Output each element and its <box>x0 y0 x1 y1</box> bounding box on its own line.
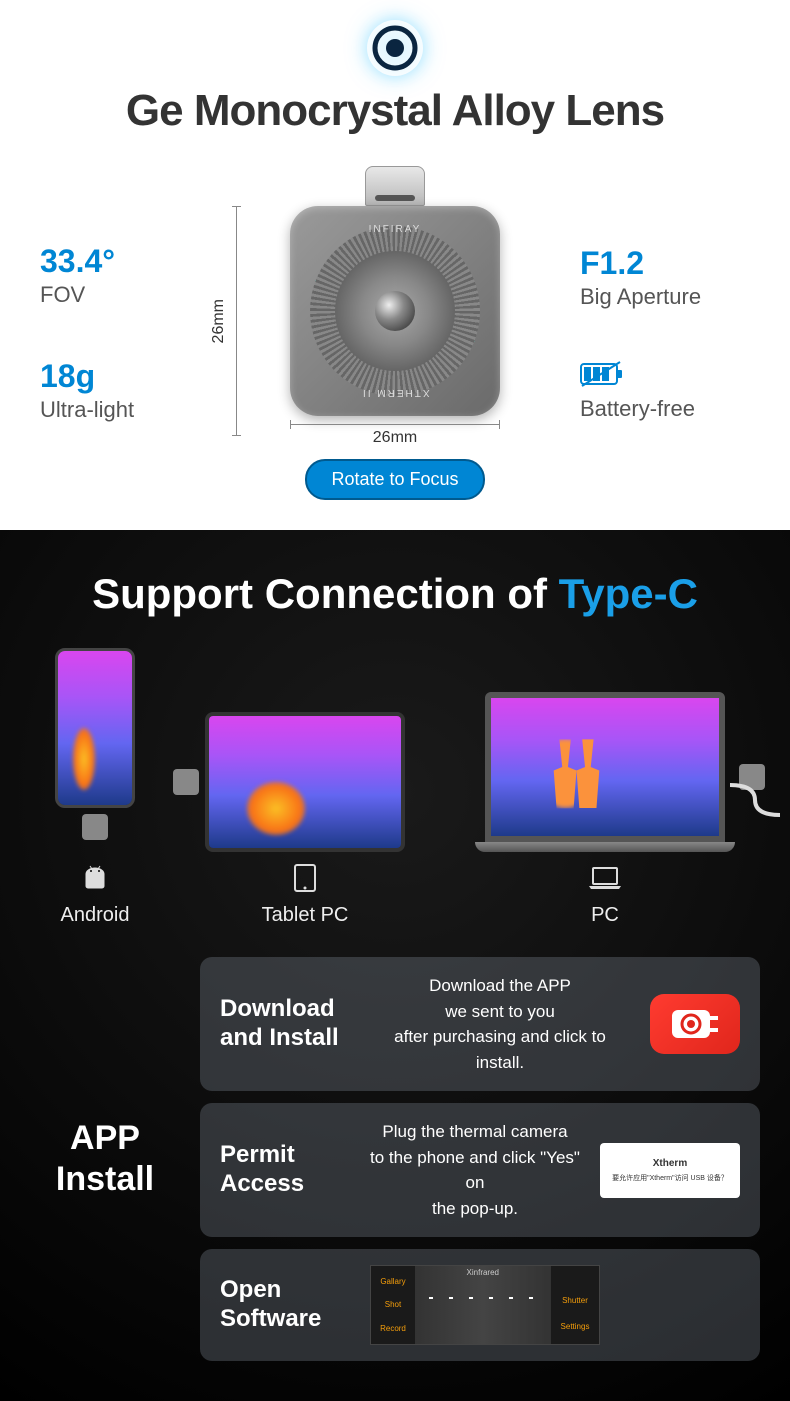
dimension-vertical: 26mm <box>210 206 237 436</box>
sw-label: Shot <box>371 1300 415 1309</box>
device-android: Android <box>55 648 135 927</box>
software-left-col: Gallary Shot Record <box>371 1266 415 1344</box>
device-label-tablet: Tablet PC <box>262 904 349 927</box>
section-title: Ge Monocrystal Alloy Lens <box>40 86 750 136</box>
app-install-section: APP Install Download and Install Downloa… <box>30 957 760 1361</box>
spec-fov-label: FOV <box>40 282 210 308</box>
device-tablet: Tablet PC <box>205 712 405 927</box>
sw-label: Gallary <box>371 1277 415 1286</box>
product-image: 26mm INFIRAY XTHERM II <box>230 166 560 500</box>
step-download: Download and Install Download the APP we… <box>200 957 760 1091</box>
rotate-badge: Rotate to Focus <box>305 459 484 500</box>
device-pc: PC <box>475 692 735 927</box>
specs-row: 33.4° FOV 18g Ultra-light 26mm <box>40 166 750 500</box>
sw-label: Shutter <box>551 1296 599 1305</box>
tablet-mockup <box>205 712 405 852</box>
connection-section: Support Connection of Type-C Android Tab… <box>0 530 790 1401</box>
dim-h-text: 26mm <box>373 429 417 447</box>
brand-bottom: XTHERM II <box>361 387 430 398</box>
title-part-a: Support Connection of <box>92 570 559 617</box>
lens-ring: INFIRAY XTHERM II <box>310 226 480 396</box>
spec-aperture-value: F1.2 <box>580 245 750 282</box>
battery-free-icon <box>580 360 624 388</box>
step-desc: Download the APP we sent to you after pu… <box>370 973 630 1075</box>
laptop-icon <box>589 864 621 892</box>
spec-weight: 18g Ultra-light <box>40 358 210 423</box>
dialog-title: Xtherm <box>653 1158 687 1169</box>
android-icon <box>82 864 108 892</box>
app-install-heading: APP Install <box>30 1118 180 1200</box>
spec-battery-label: Battery-free <box>580 396 750 422</box>
dialog-body: 要允许应用"Xtherm"访问 USB 设备？ <box>612 1173 728 1183</box>
step-desc: Plug the thermal camera to the phone and… <box>370 1119 580 1221</box>
step-title: Permit Access <box>220 1141 350 1199</box>
step-permit: Permit Access Plug the thermal camera to… <box>200 1103 760 1237</box>
step-open: Open Software Gallary Shot Record Xinfra… <box>200 1249 760 1361</box>
software-ui-mockup: Gallary Shot Record Xinfrared Shutter Se… <box>370 1265 600 1345</box>
spec-fov-value: 33.4° <box>40 243 210 280</box>
tablet-icon <box>294 864 316 892</box>
dimension-horizontal: 26mm <box>290 424 500 447</box>
software-brand: Xinfrared <box>467 1268 499 1277</box>
sw-label: Record <box>371 1324 415 1333</box>
eye-icon <box>367 20 423 76</box>
app-icon <box>650 994 740 1054</box>
specs-left: 33.4° FOV 18g Ultra-light <box>40 243 210 423</box>
app-label-a: APP <box>30 1118 180 1159</box>
usb-c-connector <box>365 166 425 206</box>
camera-unit: INFIRAY XTHERM II <box>285 166 505 416</box>
device-label-android: Android <box>61 904 130 927</box>
usb-cable-icon <box>725 780 785 820</box>
spec-weight-label: Ultra-light <box>40 397 210 423</box>
camera-attachment <box>82 814 108 840</box>
devices-row: Android Tablet PC <box>30 648 760 927</box>
spec-battery: Battery-free <box>580 360 750 422</box>
sw-label: Settings <box>551 1322 599 1331</box>
camera-attachment <box>173 769 199 795</box>
spec-fov: 33.4° FOV <box>40 243 210 308</box>
software-preview: Xinfrared <box>415 1266 551 1344</box>
device-label-pc: PC <box>591 904 619 927</box>
title-part-b: Type-C <box>559 570 698 617</box>
connection-title: Support Connection of Type-C <box>30 570 760 618</box>
laptop-mockup <box>475 692 735 852</box>
spec-aperture: F1.2 Big Aperture <box>580 245 750 310</box>
dim-v-text: 26mm <box>210 299 228 343</box>
steps-column: Download and Install Download the APP we… <box>200 957 760 1361</box>
permit-dialog-mockup: Xtherm 要允许应用"Xtherm"访问 USB 设备？ <box>600 1143 740 1198</box>
lens-section: Ge Monocrystal Alloy Lens 33.4° FOV 18g … <box>0 0 790 530</box>
spec-weight-value: 18g <box>40 358 210 395</box>
phone-mockup <box>55 648 135 808</box>
app-label-b: Install <box>30 1159 180 1200</box>
step-title: Open Software <box>220 1276 350 1334</box>
brand-top: INFIRAY <box>369 224 422 235</box>
software-right-col: Shutter Settings <box>551 1266 599 1344</box>
specs-right: F1.2 Big Aperture Battery-free <box>580 245 750 422</box>
spec-aperture-label: Big Aperture <box>580 284 750 310</box>
camera-body: INFIRAY XTHERM II <box>290 206 500 416</box>
step-title: Download and Install <box>220 995 350 1053</box>
